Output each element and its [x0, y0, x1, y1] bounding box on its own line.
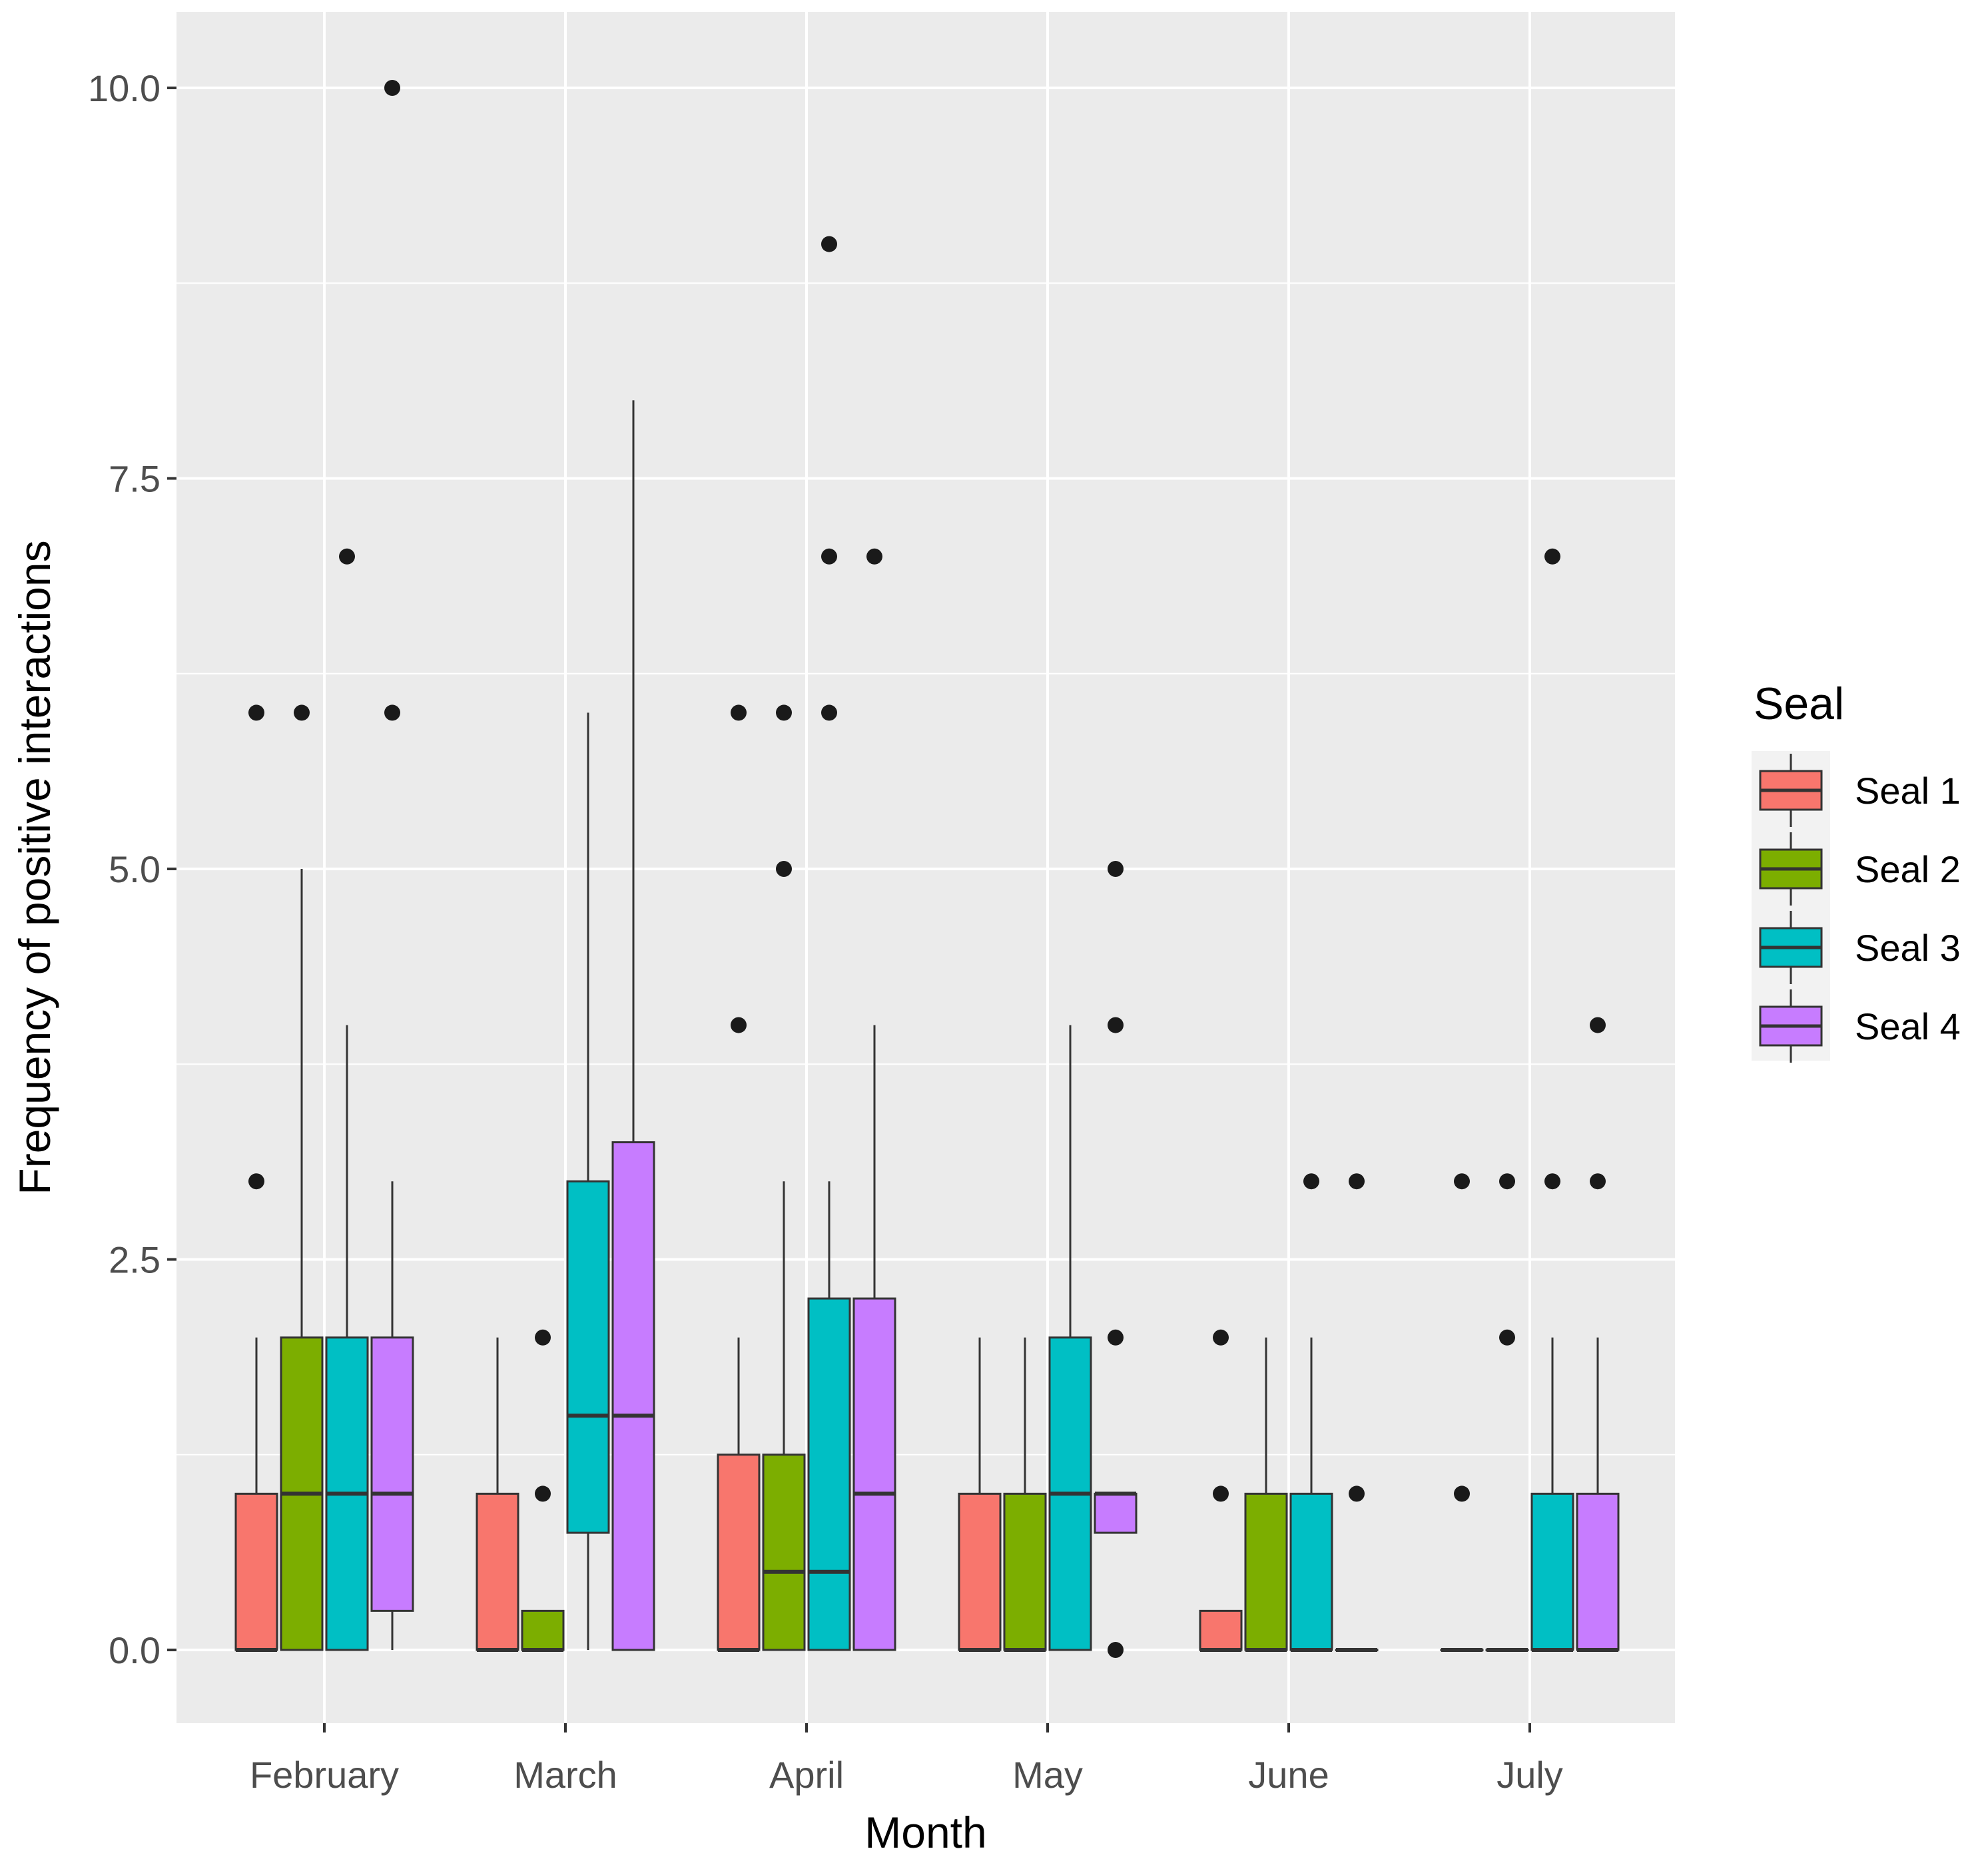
- legend-title: Seal: [1754, 678, 1844, 729]
- box-group-march: [476, 400, 655, 1652]
- box-seal-3: [807, 1297, 851, 1651]
- box-seal-1: [1199, 1609, 1243, 1651]
- box-seal-4: [852, 1297, 896, 1651]
- y-axis-title: Frequency of positive interactions: [10, 540, 59, 1195]
- outlier-point-seal-1: [1454, 1173, 1470, 1190]
- box-seal-3: [566, 1180, 610, 1534]
- outlier-point-seal-2: [776, 704, 792, 721]
- box-group-april: [717, 236, 896, 1652]
- y-tick-label: 2.5: [109, 1239, 161, 1281]
- box-seal-3: [1530, 1492, 1574, 1651]
- legend-item-seal-2: Seal 2: [1759, 832, 1961, 906]
- x-tick-label: April: [769, 1754, 844, 1796]
- outlier-point-seal-1: [248, 704, 264, 721]
- y-tick-label: 10.0: [88, 67, 161, 109]
- outlier-point-seal-1: [1213, 1329, 1229, 1346]
- box-seal-4: [611, 1141, 655, 1651]
- box-group-may: [958, 861, 1138, 1658]
- box-seal-1: [958, 1492, 1002, 1651]
- outlier-point-seal-4: [1108, 1642, 1124, 1658]
- outlier-point-seal-2: [294, 704, 310, 721]
- outlier-point-seal-4: [1108, 861, 1124, 877]
- legend-label: Seal 3: [1855, 927, 1961, 969]
- y-tick-label: 5.0: [109, 848, 161, 890]
- box-seal-2: [1003, 1492, 1047, 1651]
- box-group-june: [1199, 1173, 1379, 1652]
- outlier-point-seal-3: [1544, 1173, 1560, 1190]
- legend-label: Seal 4: [1855, 1005, 1961, 1047]
- box-seal-2: [762, 1454, 806, 1651]
- box-group-february: [234, 80, 414, 1652]
- y-axis: 0.0 2.5 5.0 7.5 10.0: [88, 67, 176, 1671]
- outlier-point-seal-4: [866, 548, 882, 565]
- legend-label: Seal 1: [1855, 770, 1961, 812]
- box-seal-1: [717, 1454, 761, 1651]
- box-seal-4: [370, 1336, 414, 1612]
- box-seal-1: [234, 1492, 278, 1651]
- outlier-point-seal-1: [731, 1017, 747, 1033]
- outlier-point-seal-2: [1499, 1329, 1515, 1346]
- y-tick-label: 7.5: [109, 458, 161, 500]
- outlier-point-seal-3: [1303, 1173, 1319, 1190]
- outlier-point-seal-4: [384, 704, 400, 721]
- outlier-point-seal-2: [1499, 1173, 1515, 1190]
- legend-item-seal-1: Seal 1: [1759, 754, 1961, 827]
- outlier-point-seal-4: [1108, 1017, 1124, 1033]
- outlier-point-seal-3: [821, 704, 837, 721]
- outlier-point-seal-2: [535, 1485, 551, 1502]
- box-seal-3: [1289, 1492, 1333, 1651]
- outlier-point-seal-3: [821, 236, 837, 252]
- x-tick-label: May: [1012, 1754, 1083, 1796]
- box-seal-2: [1244, 1492, 1288, 1651]
- x-axis-title: Month: [864, 1808, 986, 1857]
- box-seal-4: [1576, 1492, 1620, 1651]
- outlier-point-seal-3: [821, 548, 837, 565]
- x-axis: February March April May June July: [250, 1723, 1563, 1796]
- grid-major: [176, 12, 1675, 1723]
- x-tick-label: July: [1496, 1754, 1563, 1796]
- outlier-point-seal-4: [384, 80, 400, 96]
- box-seal-2: [521, 1609, 565, 1651]
- outlier-point-seal-2: [535, 1329, 551, 1346]
- legend-label: Seal 2: [1855, 848, 1961, 890]
- outlier-point-seal-2: [776, 861, 792, 877]
- grid-minor: [176, 282, 1675, 1456]
- outlier-point-seal-1: [248, 1173, 264, 1190]
- x-tick-label: June: [1248, 1754, 1329, 1796]
- box-seal-4: [1094, 1492, 1138, 1534]
- outlier-point-seal-4: [1349, 1173, 1365, 1190]
- y-tick-label: 0.0: [109, 1629, 161, 1671]
- x-tick-label: February: [250, 1754, 399, 1796]
- outlier-point-seal-4: [1108, 1329, 1124, 1346]
- outlier-point-seal-4: [1590, 1173, 1606, 1190]
- outlier-point-seal-1: [1454, 1485, 1470, 1502]
- legend-item-seal-3: Seal 3: [1759, 911, 1961, 984]
- legend-item-seal-4: Seal 4: [1759, 989, 1961, 1063]
- outlier-point-seal-1: [1213, 1485, 1229, 1502]
- outlier-point-seal-3: [339, 548, 355, 565]
- legend: Seal Seal 1 Seal 2 Seal 3 Seal 4: [1752, 678, 1961, 1063]
- x-tick-label: March: [513, 1754, 617, 1796]
- outlier-point-seal-4: [1349, 1485, 1365, 1502]
- outlier-point-seal-3: [1544, 548, 1560, 565]
- outlier-point-seal-1: [731, 704, 747, 721]
- box-groups: [234, 80, 1620, 1658]
- box-group-july: [1440, 548, 1620, 1652]
- box-seal-1: [476, 1492, 519, 1651]
- outlier-point-seal-4: [1590, 1017, 1606, 1033]
